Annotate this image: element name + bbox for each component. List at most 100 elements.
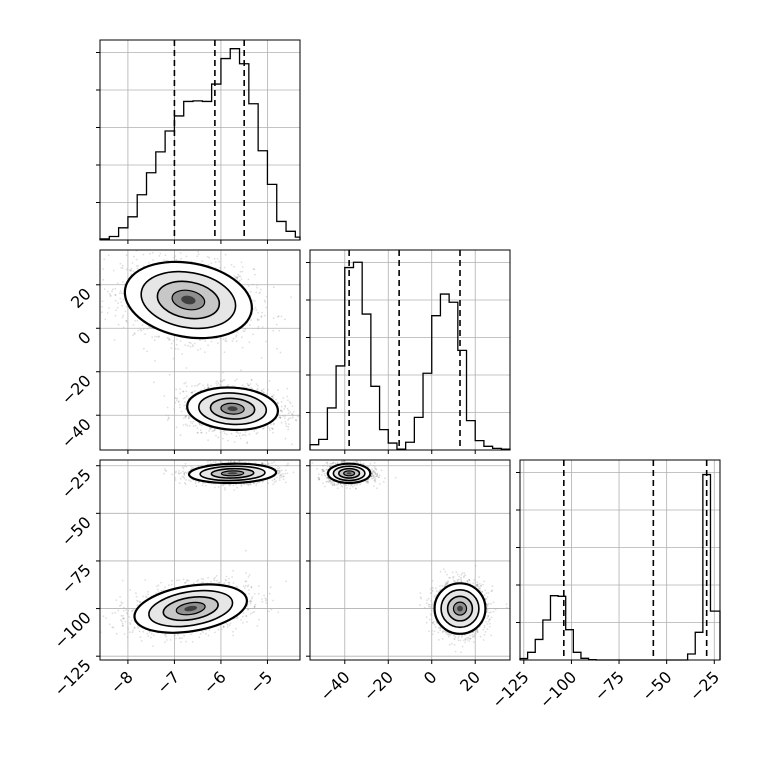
scatter-point <box>142 253 145 256</box>
scatter-point <box>217 486 220 488</box>
scatter-point <box>270 395 273 398</box>
scatter-point <box>280 476 283 479</box>
scatter-point <box>284 318 286 321</box>
scatter-point <box>286 387 289 390</box>
scatter-point <box>278 416 281 419</box>
scatter-point <box>170 342 173 345</box>
scatter-point <box>249 483 252 486</box>
scatter-point <box>182 424 185 426</box>
scatter-point <box>256 387 259 390</box>
scatter-point <box>287 426 290 428</box>
scatter-point <box>133 332 136 335</box>
scatter-point <box>197 383 200 386</box>
scatter-point <box>122 281 124 283</box>
scatter-point <box>158 335 160 338</box>
scatter-point <box>252 268 255 271</box>
scatter-point <box>106 312 109 314</box>
scatter-point <box>207 264 210 266</box>
scatter-point <box>235 334 238 337</box>
scatter-point <box>197 349 199 351</box>
scatter-point <box>213 258 216 260</box>
scatter-point <box>194 385 196 387</box>
scatter-point <box>236 331 239 334</box>
scatter-point <box>295 418 297 421</box>
scatter-point <box>224 337 227 340</box>
scatter-point <box>240 336 243 339</box>
scatter-point <box>102 268 104 270</box>
scatter-point <box>185 255 188 258</box>
scatter-point <box>137 329 140 332</box>
scatter-point <box>283 408 286 410</box>
scatter-point <box>211 430 214 433</box>
scatter-point <box>212 430 215 432</box>
scatter-point <box>287 428 290 431</box>
scatter-point <box>214 261 217 264</box>
scatter-point <box>239 437 242 440</box>
scatter-point <box>278 469 281 472</box>
scatter-point <box>175 343 178 346</box>
scatter-point <box>225 340 228 343</box>
scatter-point <box>174 479 177 481</box>
scatter-point <box>120 267 123 269</box>
scatter-point <box>236 276 239 279</box>
scatter-point <box>247 483 250 486</box>
scatter-point <box>261 389 263 392</box>
scatter-point <box>239 432 242 434</box>
scatter-point <box>235 378 238 381</box>
scatter-point <box>195 480 197 483</box>
scatter-point <box>272 329 275 332</box>
scatter-point <box>196 427 199 430</box>
scatter-point <box>270 423 272 426</box>
scatter-point <box>216 258 219 260</box>
scatter-point <box>217 382 220 385</box>
scatter-point <box>259 291 262 294</box>
scatter-point <box>120 292 123 295</box>
scatter-point <box>218 260 221 263</box>
scatter-point <box>275 398 278 401</box>
scatter-point <box>132 270 135 273</box>
scatter-point <box>111 290 113 293</box>
scatter-point <box>134 319 136 322</box>
scatter-point <box>281 475 284 478</box>
scatter-point <box>271 427 274 430</box>
scatter-point <box>282 475 285 478</box>
scatter-point <box>252 299 254 302</box>
scatter-point <box>172 357 175 360</box>
scatter-point <box>284 404 286 407</box>
scatter-point <box>169 338 171 341</box>
scatter-point <box>224 489 226 491</box>
scatter-point <box>183 472 186 475</box>
scatter-point <box>247 484 250 487</box>
scatter-point <box>284 469 287 472</box>
scatter-point <box>117 302 119 305</box>
scatter-point <box>279 416 282 419</box>
scatter-point <box>261 463 263 465</box>
scatter-point <box>255 482 258 485</box>
scatter-point <box>240 261 243 264</box>
scatter-point <box>182 390 185 393</box>
scatter-point <box>262 462 264 465</box>
scatter-point <box>243 433 245 436</box>
scatter-point <box>179 434 182 437</box>
scatter-point <box>273 478 276 481</box>
scatter-point <box>277 315 280 318</box>
scatter-point <box>178 404 181 406</box>
scatter-point <box>182 390 184 393</box>
scatter-point <box>238 460 241 463</box>
scatter-point <box>109 294 112 297</box>
scatter-point <box>252 308 255 310</box>
scatter-point <box>194 424 197 427</box>
scatter-point <box>249 324 251 326</box>
scatter-point <box>271 395 274 398</box>
scatter-point <box>208 430 211 432</box>
scatter-point <box>184 416 187 419</box>
scatter-point <box>273 461 275 463</box>
scatter-point <box>235 276 237 278</box>
scatter-point <box>254 306 257 309</box>
scatter-point <box>107 254 110 257</box>
scatter-point <box>109 295 112 298</box>
scatter-point <box>285 422 287 425</box>
scatter-point <box>203 351 206 354</box>
scatter-point <box>188 425 191 427</box>
